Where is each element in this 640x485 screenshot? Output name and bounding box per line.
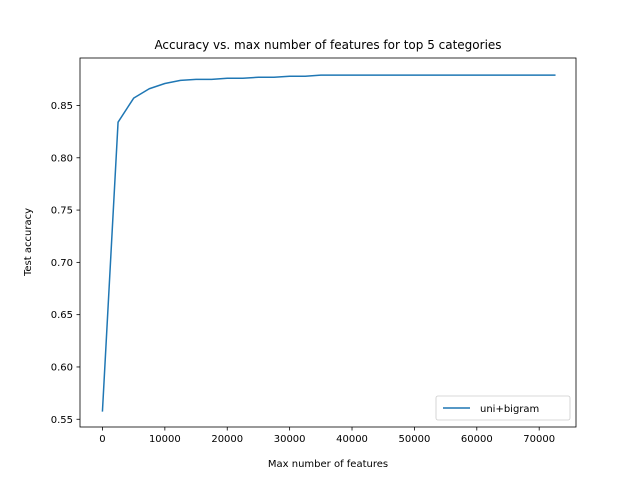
- legend: uni+bigram: [435, 395, 571, 421]
- x-tick-label: 50000: [399, 434, 431, 445]
- y-tick-label: 0.65: [51, 310, 73, 321]
- x-tick-label: 0: [99, 434, 105, 445]
- y-tick-label: 0.70: [51, 258, 73, 269]
- y-tick-label: 0.85: [51, 101, 73, 112]
- x-tick-label: 20000: [211, 434, 243, 445]
- chart-title: Accuracy vs. max number of features for …: [154, 38, 501, 52]
- y-axis-label: Test accuracy: [23, 208, 34, 277]
- series-lines: [101, 74, 556, 412]
- y-tick-label: 0.80: [51, 153, 73, 164]
- plot-frame: [79, 57, 577, 428]
- x-tick-label: 60000: [461, 434, 493, 445]
- y-tick-label: 0.75: [51, 206, 73, 217]
- series-line-uni-bigram: [101, 74, 556, 412]
- axis-ticks: 0 10000 20000 30000 40000 50000 60000 70000 0.55…: [51, 101, 555, 445]
- x-tick-label: 40000: [336, 434, 368, 445]
- y-tick-label: 0.60: [51, 362, 73, 373]
- x-tick-label: 30000: [274, 434, 306, 445]
- y-tick-label: 0.55: [51, 415, 73, 426]
- x-axis-label: Max number of features: [268, 459, 388, 470]
- x-tick-label: 70000: [523, 434, 555, 445]
- legend-box: [435, 395, 571, 421]
- x-tick-label: 10000: [149, 434, 181, 445]
- legend-label-uni-bigram: uni+bigram: [480, 404, 539, 415]
